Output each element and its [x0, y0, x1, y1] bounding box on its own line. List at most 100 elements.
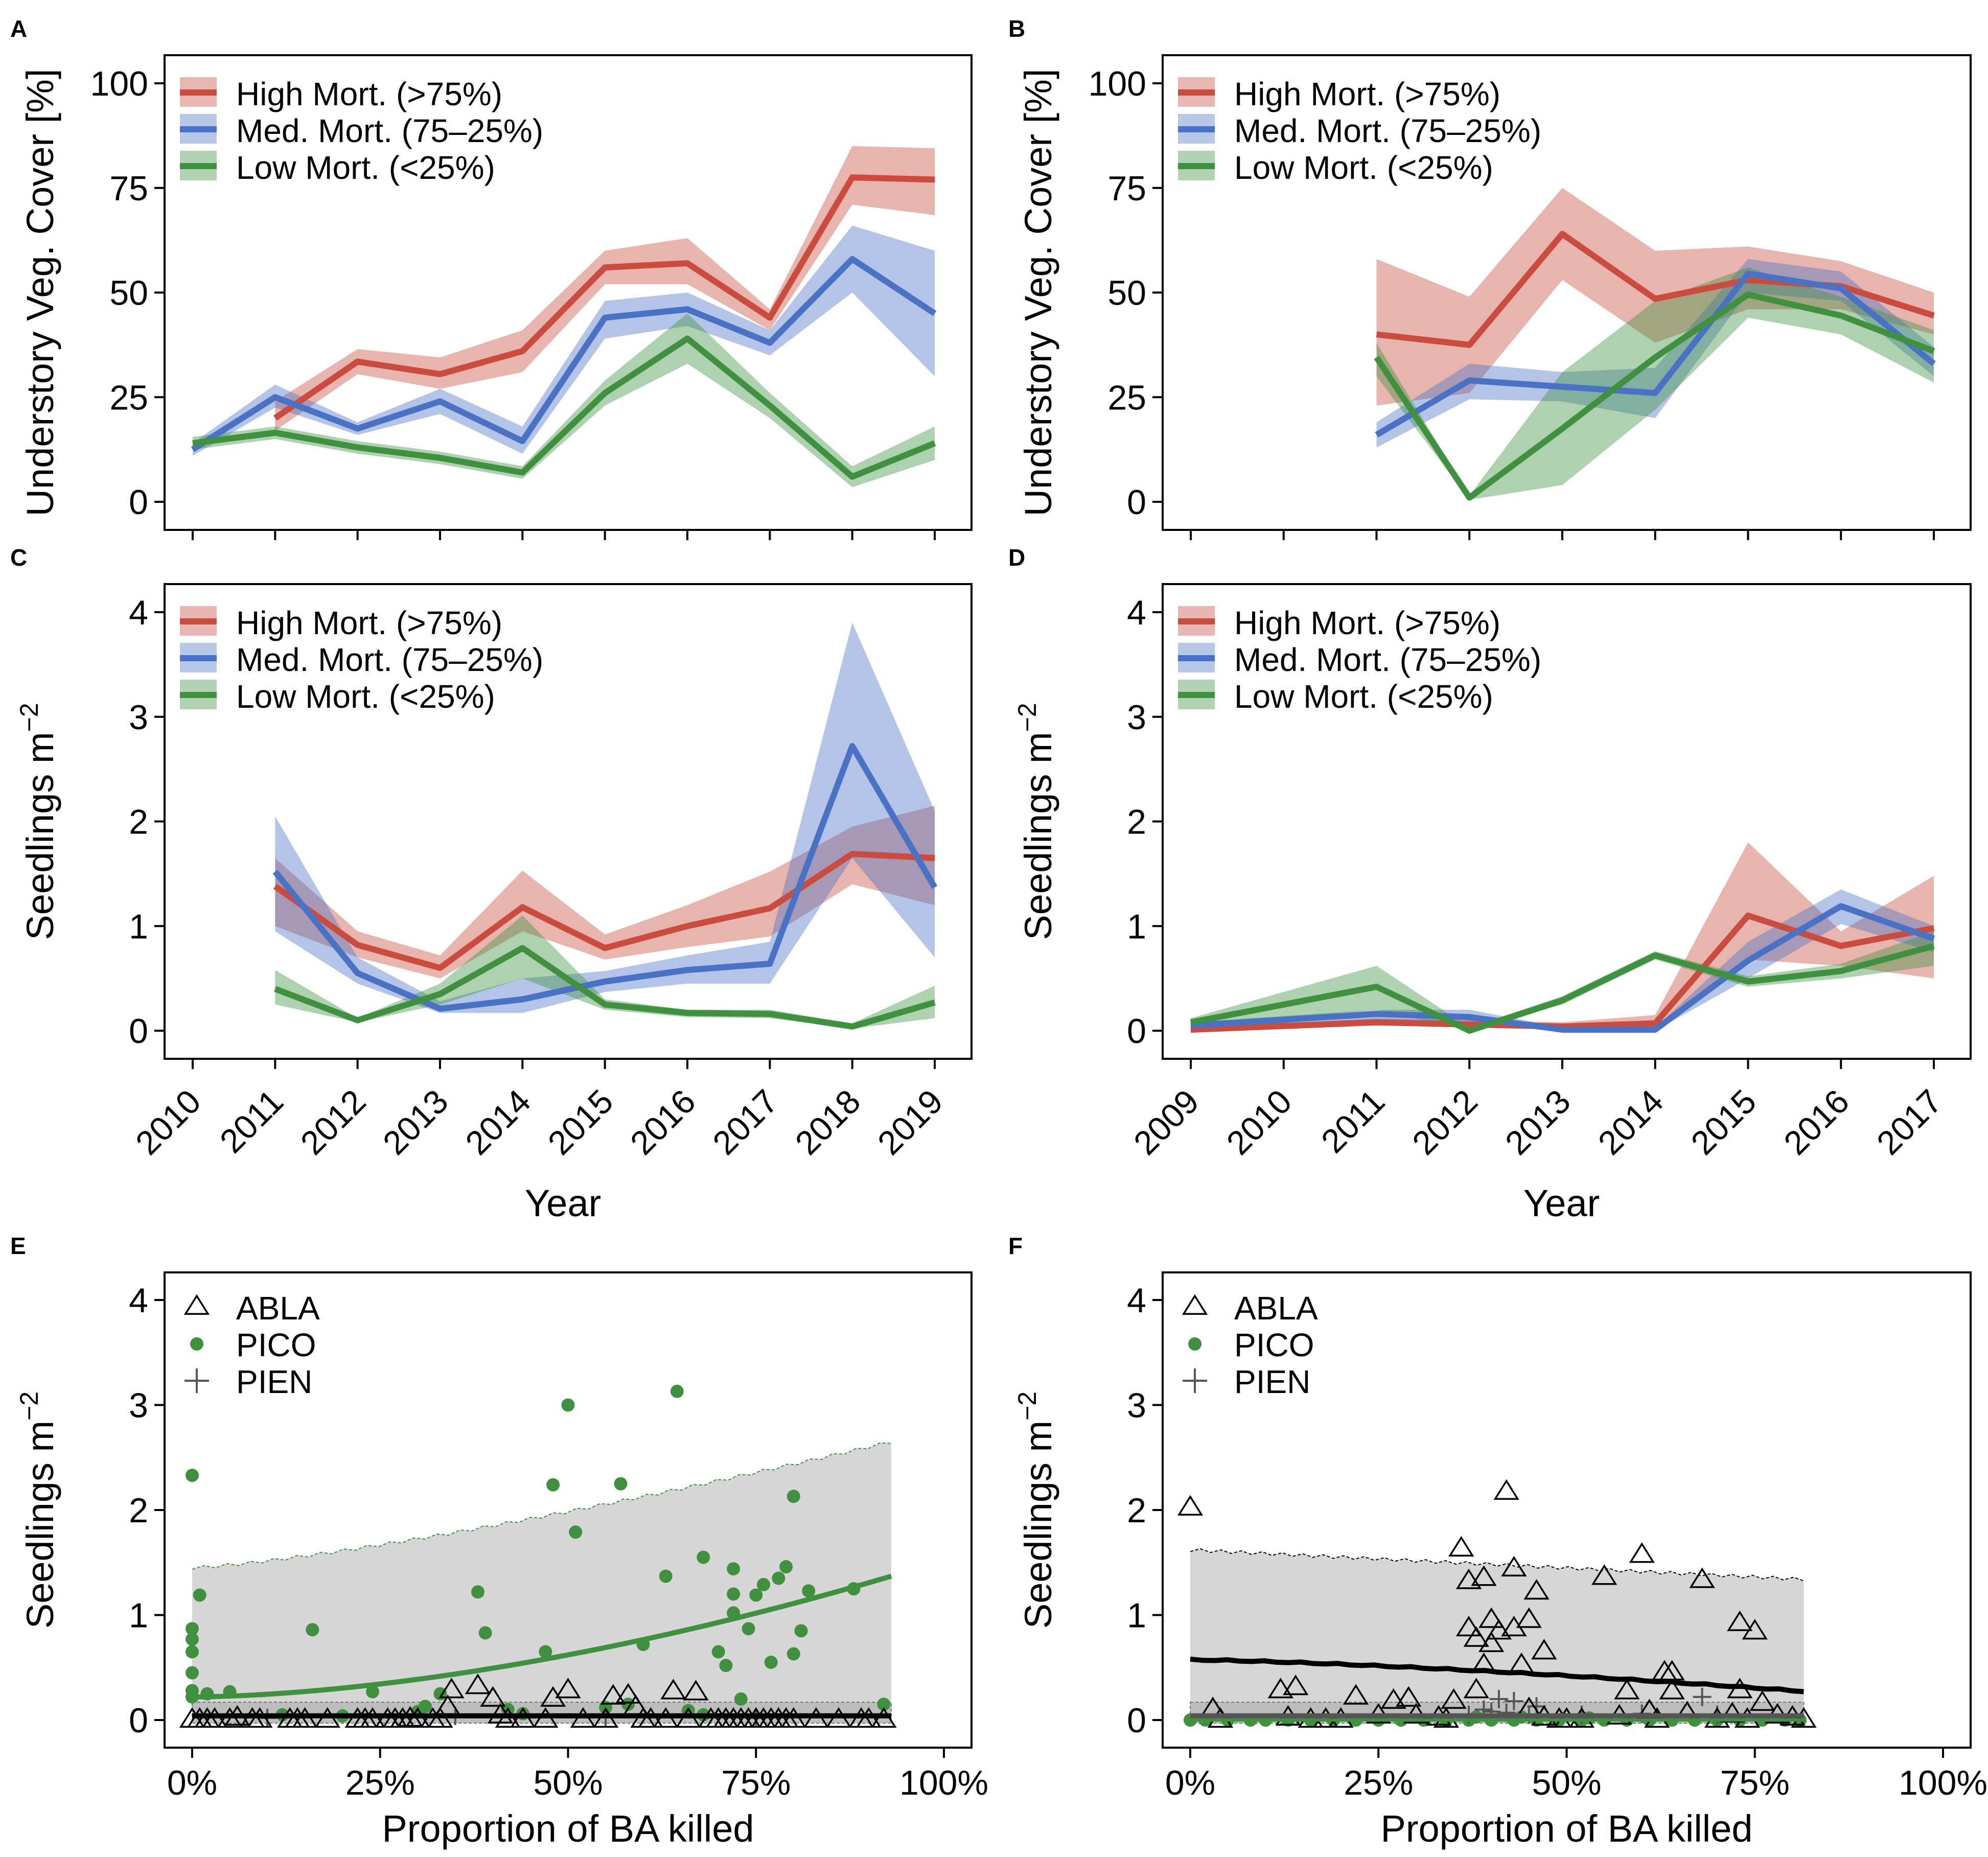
- legend-label: PIEN: [236, 1363, 312, 1400]
- y-axis-label: Seedlings m−2: [15, 1391, 61, 1629]
- y-tick-label: 0: [1127, 1701, 1146, 1740]
- panel-label: F: [1008, 1233, 1023, 1259]
- abla-point: [1455, 1568, 1482, 1589]
- y-tick-label: 4: [1127, 1281, 1146, 1320]
- series-line-low: [1190, 943, 1935, 1034]
- abla-point: [1478, 1607, 1505, 1628]
- pico-point: [727, 1562, 741, 1576]
- pico-point: [186, 1469, 199, 1482]
- y-axis-label: Understory Veg. Cover [%]: [1017, 68, 1059, 516]
- abla-point: [1742, 1619, 1768, 1640]
- abla-point: [438, 1678, 465, 1699]
- abla-point: [1455, 1615, 1482, 1637]
- pien-point: [1505, 1692, 1523, 1711]
- pico-point: [186, 1632, 199, 1646]
- legend-label: PICO: [1234, 1327, 1314, 1363]
- pico-point: [478, 1626, 492, 1640]
- legend-label: High Mort. (>75%): [236, 605, 502, 641]
- abla-point: [1501, 1556, 1527, 1577]
- panel-d: D 0 1 2 3 4 Seedlings m−2 High Mort. (>75%)Med.…: [1008, 544, 1972, 1224]
- pien-point: [1489, 1689, 1508, 1708]
- panel-label: D: [1008, 544, 1025, 571]
- y-tick-label: 50: [1107, 274, 1146, 313]
- abla-band: [1190, 1548, 1804, 1723]
- y-tick-label: 4: [129, 593, 148, 632]
- legend-label: Low Mort. (<25%): [1234, 149, 1493, 186]
- panel-label: A: [10, 15, 27, 42]
- pico-point: [186, 1622, 199, 1636]
- pico-point: [471, 1585, 484, 1599]
- pico-point: [787, 1490, 800, 1503]
- y-tick-label: 1: [129, 1596, 148, 1635]
- series-band-low: [275, 915, 935, 1029]
- abla-point: [1441, 1688, 1467, 1709]
- y-tick-label: 100: [90, 64, 148, 103]
- y-tick-label: 0: [129, 1012, 148, 1051]
- panel-label: B: [1008, 15, 1025, 42]
- y-tick-label: 0: [1127, 483, 1146, 522]
- legend-label: ABLA: [1234, 1290, 1318, 1327]
- panel-label: E: [10, 1233, 26, 1259]
- x-tick-label: 25%: [345, 1763, 415, 1802]
- pico-point: [734, 1692, 748, 1706]
- legend-marker-abla: [183, 1294, 210, 1315]
- pico-point: [621, 1698, 635, 1711]
- abla-point: [1463, 1678, 1489, 1699]
- y-tick-label: 2: [129, 1491, 148, 1530]
- panel-f: F 0 1 2 3 4 Seedlings m−2 0% 25% 50% 75% 100% Propor…: [1008, 1233, 1987, 1850]
- y-tick-label: 100: [1089, 64, 1146, 103]
- abla-point: [1471, 1565, 1497, 1586]
- pien-point: [1527, 1697, 1546, 1716]
- pico-point: [561, 1398, 575, 1412]
- y-axis-label: Seedlings m−2: [1013, 703, 1059, 940]
- legend-marker-abla: [1182, 1294, 1208, 1315]
- legend-marker-pien: [1183, 1368, 1207, 1393]
- abla-point: [1267, 1678, 1293, 1699]
- x-tick-label: 50%: [533, 1763, 603, 1802]
- series-band-med: [193, 225, 935, 456]
- series-line-low: [192, 335, 936, 480]
- abla-point: [1396, 1686, 1422, 1707]
- y-tick-label: 3: [129, 1386, 148, 1425]
- panel-a: A 0 25 50 75 100 Understory Veg. Cover [%] High…: [10, 15, 973, 540]
- abla-point: [615, 1683, 641, 1704]
- pien-point: [1693, 1687, 1712, 1706]
- x-tick-label: 25%: [1344, 1763, 1413, 1802]
- series-band-med: [275, 622, 935, 1013]
- x-tick-label: 50%: [1532, 1763, 1601, 1802]
- pico-point: [764, 1655, 778, 1669]
- pico-point: [772, 1571, 785, 1585]
- pico-point: [779, 1560, 793, 1573]
- y-tick-label: 2: [1127, 1491, 1146, 1530]
- y-tick-label: 3: [129, 698, 148, 737]
- abla-point: [1749, 1690, 1775, 1711]
- x-tick-label: 100%: [1899, 1763, 1987, 1802]
- abla-point: [660, 1679, 686, 1700]
- abla-point: [1177, 1495, 1204, 1516]
- abla-point: [1523, 1579, 1550, 1600]
- series-band-med: [1191, 889, 1934, 1031]
- pico-point: [787, 1647, 800, 1661]
- x-axis-label: Proportion of BA killed: [1380, 1807, 1752, 1850]
- legend-label: Med. Mort. (75–25%): [236, 112, 543, 149]
- abla-point: [1591, 1564, 1617, 1585]
- legend-marker-pico: [190, 1337, 203, 1351]
- pico-point: [719, 1659, 733, 1673]
- pico-point: [546, 1478, 560, 1492]
- pico-point: [802, 1584, 816, 1598]
- legend-label: Med. Mort. (75–25%): [1234, 112, 1541, 149]
- abla-point: [1614, 1679, 1640, 1700]
- pico-point: [756, 1577, 770, 1591]
- y-tick-label: 50: [109, 274, 148, 313]
- pico-point: [877, 1698, 891, 1711]
- y-tick-label: 0: [129, 1701, 148, 1740]
- pico-fit-line: [192, 1573, 892, 1700]
- y-tick-label: 3: [1127, 1386, 1146, 1425]
- x-tick-label: 0%: [1165, 1763, 1215, 1802]
- x-axis-label: Year: [525, 1182, 602, 1224]
- abla-point: [683, 1680, 709, 1701]
- pico-point: [659, 1569, 673, 1583]
- pico-point: [186, 1666, 199, 1680]
- abla-point: [1531, 1639, 1557, 1660]
- x-tick-label: 100%: [899, 1763, 988, 1802]
